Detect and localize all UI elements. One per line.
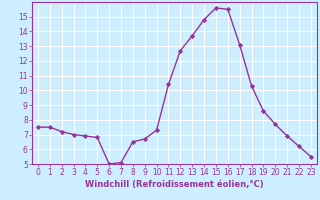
- X-axis label: Windchill (Refroidissement éolien,°C): Windchill (Refroidissement éolien,°C): [85, 180, 264, 189]
